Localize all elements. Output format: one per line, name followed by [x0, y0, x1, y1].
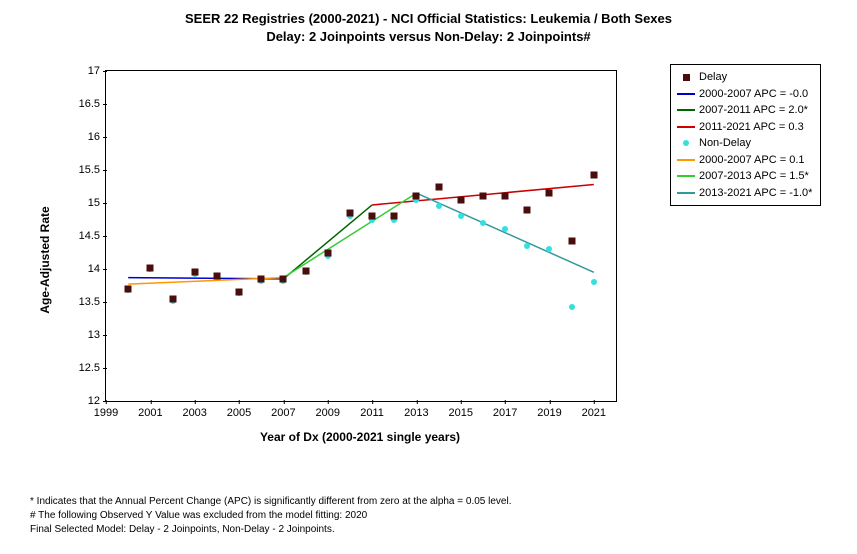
- fit-lines-layer: [106, 71, 616, 401]
- y-tick: 14.5: [79, 230, 106, 242]
- x-tick: 2007: [271, 401, 295, 419]
- legend-swatch: [677, 175, 695, 177]
- delay-point: [391, 213, 398, 220]
- legend-item: 2011-2021 APC = 0.3: [677, 119, 812, 136]
- y-tick: 15.5: [79, 164, 106, 176]
- delay-point: [169, 296, 176, 303]
- x-tick: 2017: [493, 401, 517, 419]
- delay-point: [590, 172, 597, 179]
- fit-line: [283, 193, 416, 277]
- x-tick: 1999: [94, 401, 118, 419]
- y-axis-label: Age-Adjusted Rate: [38, 206, 52, 313]
- nondelay-point: [524, 243, 530, 249]
- x-tick: 2001: [138, 401, 162, 419]
- fit-line: [416, 193, 593, 272]
- delay-point: [524, 206, 531, 213]
- x-tick: 2021: [582, 401, 606, 419]
- legend-label: 2013-2021 APC = -1.0*: [699, 185, 812, 202]
- footnote-1: * Indicates that the Annual Percent Chan…: [30, 495, 511, 509]
- nondelay-point: [502, 226, 508, 232]
- x-tick: 2013: [404, 401, 428, 419]
- legend-item: 2007-2011 APC = 2.0*: [677, 102, 812, 119]
- nondelay-point: [591, 279, 597, 285]
- nondelay-point: [436, 203, 442, 209]
- y-tick: 12.5: [79, 362, 106, 374]
- y-tick: 16: [88, 131, 106, 143]
- legend-swatch: [677, 126, 695, 128]
- delay-point: [457, 196, 464, 203]
- delay-point: [191, 269, 198, 276]
- delay-point: [369, 213, 376, 220]
- legend-label: 2000-2007 APC = -0.0: [699, 86, 808, 103]
- x-axis-label: Year of Dx (2000-2021 single years): [105, 430, 615, 444]
- delay-point: [213, 272, 220, 279]
- legend-label: 2007-2011 APC = 2.0*: [699, 102, 808, 119]
- x-tick: 2019: [537, 401, 561, 419]
- delay-point: [125, 285, 132, 292]
- x-tick: 2015: [449, 401, 473, 419]
- delay-point: [280, 275, 287, 282]
- title-line-2: Delay: 2 Joinpoints versus Non-Delay: 2 …: [0, 28, 857, 46]
- delay-point: [502, 193, 509, 200]
- nondelay-point: [480, 220, 486, 226]
- legend-swatch: [677, 93, 695, 95]
- legend-swatch: [677, 192, 695, 194]
- nondelay-point: [546, 246, 552, 252]
- legend-swatch: [677, 109, 695, 111]
- legend-label: 2007-2013 APC = 1.5*: [699, 168, 809, 185]
- x-tick: 2009: [315, 401, 339, 419]
- legend-item: Non-Delay: [677, 135, 812, 152]
- legend-label: Non-Delay: [699, 135, 751, 152]
- y-tick: 13: [88, 329, 106, 341]
- delay-point: [236, 289, 243, 296]
- legend-swatch: [677, 159, 695, 161]
- legend-swatch: [677, 74, 695, 81]
- y-tick: 17: [88, 65, 106, 77]
- delay-point: [568, 238, 575, 245]
- legend-item: 2000-2007 APC = 0.1: [677, 152, 812, 169]
- legend-item: 2013-2021 APC = -1.0*: [677, 185, 812, 202]
- nondelay-point: [569, 304, 575, 310]
- delay-point: [346, 209, 353, 216]
- legend-label: 2011-2021 APC = 0.3: [699, 119, 804, 136]
- legend-item: Delay: [677, 69, 812, 86]
- delay-point: [147, 264, 154, 271]
- nondelay-point: [458, 213, 464, 219]
- delay-point: [324, 249, 331, 256]
- y-tick: 15: [88, 197, 106, 209]
- footnote-2: # The following Observed Y Value was exc…: [30, 509, 511, 523]
- legend-item: 2007-2013 APC = 1.5*: [677, 168, 812, 185]
- y-tick: 13.5: [79, 296, 106, 308]
- fit-line: [283, 205, 372, 279]
- delay-point: [413, 193, 420, 200]
- legend-swatch: [677, 140, 695, 146]
- plot-area: 1212.51313.51414.51515.51616.51719992001…: [105, 70, 617, 402]
- delay-point: [435, 183, 442, 190]
- legend-label: Delay: [699, 69, 727, 86]
- chart-area: Age-Adjusted Rate 1212.51313.51414.51515…: [55, 60, 635, 460]
- x-tick: 2005: [227, 401, 251, 419]
- x-tick: 2011: [360, 401, 384, 419]
- legend-box: Delay2000-2007 APC = -0.02007-2011 APC =…: [670, 64, 821, 206]
- delay-point: [302, 267, 309, 274]
- footnotes: * Indicates that the Annual Percent Chan…: [30, 495, 511, 537]
- legend-item: 2000-2007 APC = -0.0: [677, 86, 812, 103]
- y-tick: 16.5: [79, 98, 106, 110]
- title-line-1: SEER 22 Registries (2000-2021) - NCI Off…: [0, 10, 857, 28]
- delay-point: [258, 275, 265, 282]
- delay-point: [546, 190, 553, 197]
- x-tick: 2003: [182, 401, 206, 419]
- delay-point: [479, 193, 486, 200]
- legend-label: 2000-2007 APC = 0.1: [699, 152, 805, 169]
- footnote-3: Final Selected Model: Delay - 2 Joinpoin…: [30, 523, 511, 537]
- chart-title: SEER 22 Registries (2000-2021) - NCI Off…: [0, 0, 857, 46]
- y-tick: 14: [88, 263, 106, 275]
